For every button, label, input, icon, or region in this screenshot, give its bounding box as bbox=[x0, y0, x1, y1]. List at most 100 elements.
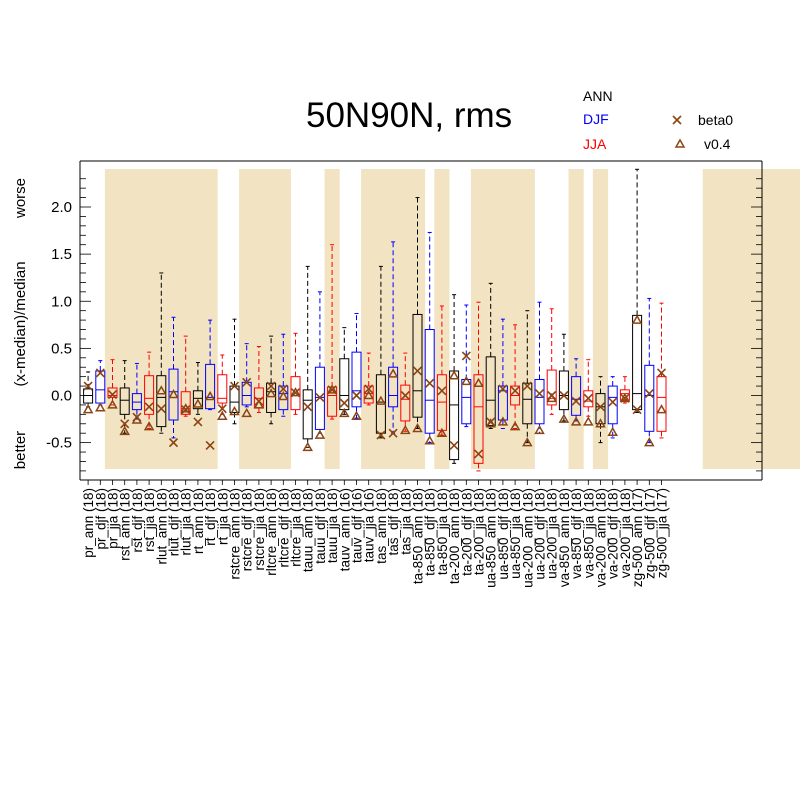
triangle-marker bbox=[95, 402, 106, 412]
triangle-marker bbox=[522, 437, 533, 447]
cross-marker bbox=[107, 389, 118, 400]
shaded-region-4 bbox=[434, 169, 450, 469]
cross-marker bbox=[266, 381, 276, 391]
box-body bbox=[168, 368, 179, 421]
legend-triangle-icon bbox=[674, 138, 686, 148]
x-category-label: tas_djf (18) bbox=[386, 488, 401, 556]
x-category-label: rltcre_djf (18) bbox=[276, 488, 291, 568]
triangle-marker bbox=[387, 368, 399, 378]
x-category-label: rltcre_jja (18) bbox=[289, 488, 304, 567]
cross-marker bbox=[461, 351, 471, 361]
x-category-label: zg-500_ann (17) bbox=[630, 488, 645, 587]
x-category-label: pr_ann (18) bbox=[81, 488, 96, 558]
triangle-marker bbox=[497, 416, 509, 426]
cross-marker bbox=[144, 402, 154, 412]
triangle-marker bbox=[265, 388, 277, 398]
x-category-label: zg-500_djf (17) bbox=[642, 488, 657, 579]
cross-marker bbox=[156, 404, 166, 414]
box-body bbox=[485, 356, 496, 427]
cross-marker bbox=[351, 390, 362, 401]
cross-marker-stroke bbox=[632, 405, 642, 415]
cross-marker-stroke bbox=[583, 393, 593, 403]
x-category-label: ta-850_djf (18) bbox=[423, 488, 438, 576]
box-body bbox=[497, 385, 508, 421]
cross-marker bbox=[315, 392, 325, 402]
box-body bbox=[290, 376, 301, 411]
legend-marker-v04-label: v0.4 bbox=[704, 136, 731, 152]
x-category-label: rlut_jja (18) bbox=[179, 488, 194, 556]
cross-marker-stroke bbox=[412, 366, 423, 376]
cross-marker bbox=[437, 386, 447, 396]
triangle-marker bbox=[400, 424, 411, 435]
x-category-label: rstcre_ann (18) bbox=[228, 488, 243, 580]
legend-season-djf: DJF bbox=[583, 111, 609, 127]
box-body bbox=[424, 329, 435, 434]
triangle-marker bbox=[436, 427, 448, 437]
triangle-marker bbox=[473, 377, 484, 387]
x-category-label: va-850_jja (18) bbox=[581, 488, 596, 578]
x-category-label: tauv_djf (16) bbox=[350, 488, 365, 563]
box-body bbox=[266, 382, 277, 413]
cross-marker-stroke bbox=[559, 390, 569, 401]
box-body bbox=[180, 391, 191, 415]
x-category-label: tauu_jja (18) bbox=[325, 488, 340, 563]
cross-marker-stroke bbox=[449, 440, 459, 451]
cross-marker bbox=[583, 393, 593, 403]
x-category-label: rst_djf (18) bbox=[130, 488, 145, 553]
box-body bbox=[607, 385, 618, 425]
cross-marker-stroke bbox=[315, 392, 325, 402]
triangle-marker bbox=[351, 410, 362, 420]
cross-marker-stroke bbox=[303, 402, 313, 412]
x-category-label: rst_jja (18) bbox=[142, 488, 157, 552]
x-category-label: va-850_ann (18) bbox=[557, 488, 572, 587]
x-category-label: tauv_ann (16) bbox=[337, 488, 352, 571]
cross-marker-stroke bbox=[278, 384, 288, 394]
shaded-region-1 bbox=[239, 169, 291, 469]
cross-marker-stroke bbox=[95, 368, 105, 378]
cross-marker-stroke bbox=[437, 386, 447, 396]
cross-marker-stroke bbox=[473, 449, 484, 459]
triangle-marker bbox=[180, 403, 191, 413]
x-category-label: va-200_ann (18) bbox=[594, 488, 609, 587]
box-body bbox=[461, 378, 472, 425]
box-body bbox=[412, 313, 423, 418]
box-body bbox=[351, 351, 362, 408]
box-body bbox=[205, 363, 216, 410]
triangle-marker bbox=[339, 407, 350, 418]
box-body bbox=[119, 387, 130, 415]
cross-marker-stroke bbox=[425, 378, 435, 388]
cross-marker-stroke bbox=[656, 368, 667, 378]
x-category-label: va-850_djf (18) bbox=[569, 488, 584, 579]
cross-marker-stroke bbox=[644, 389, 654, 399]
triangle-marker bbox=[485, 418, 496, 428]
box-body bbox=[583, 390, 594, 408]
cross-marker bbox=[559, 390, 569, 401]
triangle-marker bbox=[619, 392, 631, 403]
cross-marker bbox=[412, 366, 423, 376]
cross-marker-stroke bbox=[498, 384, 508, 394]
cross-marker bbox=[400, 390, 410, 401]
cross-marker bbox=[534, 389, 545, 399]
cross-marker-stroke bbox=[522, 381, 532, 391]
cross-marker-stroke bbox=[242, 377, 252, 387]
box-body bbox=[632, 314, 643, 411]
chart-title: 50N90N, rms bbox=[306, 96, 513, 135]
shaded-region-6 bbox=[568, 169, 584, 469]
x-category-label: ta-200_ann (18) bbox=[447, 488, 462, 584]
triangle-marker bbox=[509, 421, 521, 431]
legend-season-jja: JJA bbox=[583, 136, 607, 152]
y-tick-label: -0.5 bbox=[46, 435, 72, 452]
triangle-marker bbox=[424, 435, 435, 445]
triangle-marker bbox=[644, 437, 655, 447]
cross-marker bbox=[278, 384, 288, 394]
cross-marker bbox=[339, 398, 349, 408]
triangle-marker bbox=[217, 410, 228, 420]
box-body bbox=[144, 375, 155, 415]
triangle-marker bbox=[375, 395, 387, 405]
cross-marker-stroke bbox=[376, 430, 386, 440]
x-category-label: rt_djf (18) bbox=[203, 488, 218, 546]
box-body bbox=[534, 378, 545, 425]
cross-marker-stroke bbox=[595, 402, 606, 412]
cross-marker-stroke bbox=[388, 428, 398, 438]
